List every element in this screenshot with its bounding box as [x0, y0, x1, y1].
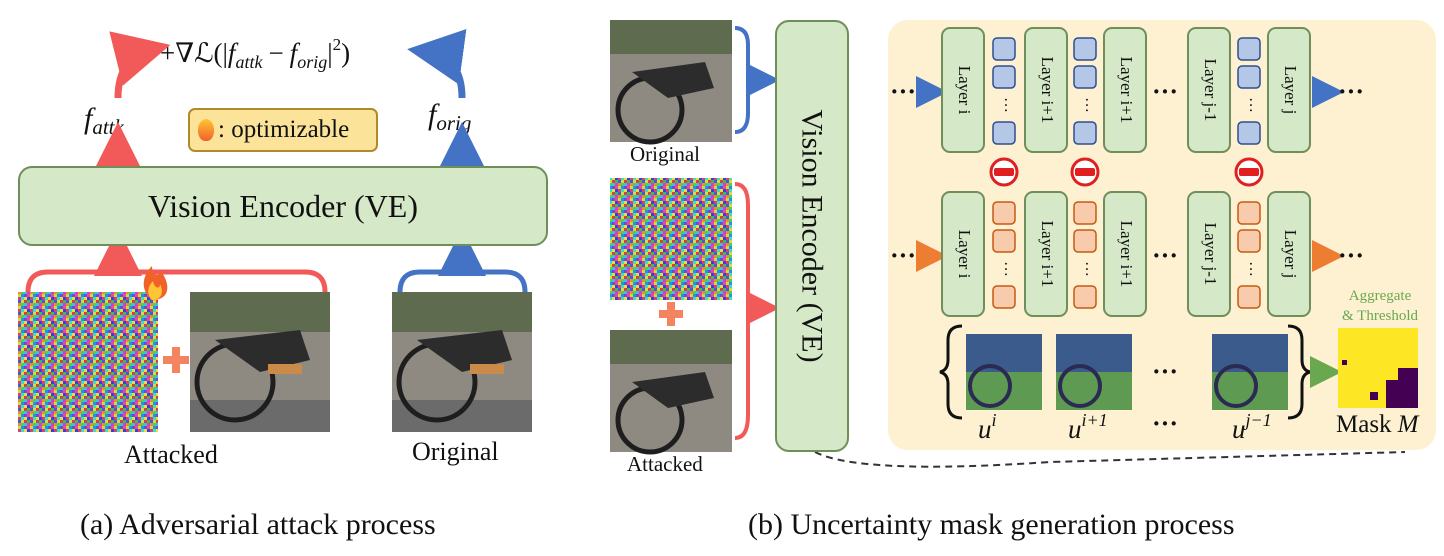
top-layer-label-4: Layer j-1 [1201, 59, 1220, 122]
bottom-layer-label-1: Layer i [955, 230, 974, 279]
layer-box [1103, 27, 1147, 153]
attacked-noise-image [18, 292, 158, 432]
minus-icon [1234, 157, 1264, 187]
f-orig-label: forig [428, 98, 471, 135]
vision-encoder-b: Vision Encoder (VE) [775, 20, 849, 452]
bottom-row-lead-dots: ··· [890, 241, 916, 270]
original-input-bracket [397, 269, 528, 293]
b-attacked-image [610, 330, 732, 455]
optimizable-legend: : optimizable [188, 108, 378, 152]
layer-box [1103, 191, 1147, 317]
u-labels-mid-dots: ··· [1152, 409, 1178, 438]
bottom-layer-label-6: Layer j [1281, 230, 1300, 279]
aggregate-label-2: & Threshold [1342, 308, 1418, 324]
bottom-layer-label-2: Layer i+1 [1038, 221, 1057, 288]
top-layer-label-1: Layer i [955, 66, 974, 115]
b-original-bracket [734, 26, 750, 134]
b-plus-icon [659, 302, 683, 326]
motorcycle-image-attacked [190, 292, 330, 432]
uncertainty-map-j1 [1212, 334, 1288, 410]
fire-icon [143, 266, 168, 300]
motorcycle-image-original [392, 292, 532, 432]
vision-encoder-a: Vision Encoder (VE) [18, 166, 548, 246]
bottom-layer-label-4: Layer j-1 [1201, 223, 1220, 286]
top-layer-label-6: Layer j [1281, 66, 1300, 115]
attacked-label-a: Attacked [124, 440, 218, 469]
uncertainty-map-i1 [1056, 334, 1132, 410]
layer-box [1267, 27, 1311, 153]
f-attk-label: fattk [84, 102, 125, 139]
attacked-input-bracket [25, 269, 328, 293]
minus-icon [989, 157, 1019, 187]
layer-box [1267, 191, 1311, 317]
top-layer-boxes [941, 27, 1311, 153]
caption-b: (b) Uncertainty mask generation process [748, 508, 1235, 541]
minus-icon [1070, 157, 1100, 187]
b-attacked-bracket [734, 182, 750, 440]
b-noise-image [610, 178, 732, 300]
u-label-i: ui [978, 410, 997, 444]
orig-to-loss-arrow [407, 29, 467, 99]
original-label-b: Original [630, 142, 700, 166]
b-original-image [610, 20, 732, 145]
mask-image [1338, 328, 1418, 408]
plus-icon [163, 347, 189, 373]
uncertainty-map-i [966, 334, 1042, 410]
bottom-layer-label-3: Layer i+1 [1117, 221, 1136, 288]
fire-legend-icon [198, 119, 214, 141]
top-row-lead-dots: ··· [890, 77, 916, 106]
token-vdots: ··· [996, 261, 1013, 277]
token-vdots: ··· [996, 97, 1013, 113]
aggregate-label-1: Aggregate [1349, 288, 1412, 304]
token-vdots: ··· [1241, 261, 1258, 277]
top-row-trail-dots: ··· [1338, 77, 1364, 106]
bottom-token-columns [992, 201, 1261, 309]
u-label-j1: uj−1 [1232, 410, 1272, 444]
original-label-a: Original [412, 437, 499, 466]
top-layer-label-3: Layer i+1 [1117, 57, 1136, 124]
left-curly-brace [939, 324, 963, 420]
token-vdots: ··· [1077, 261, 1094, 277]
u-label-i1: ui+1 [1068, 410, 1108, 444]
bottom-row-mid-dots: ··· [1152, 241, 1178, 270]
loss-formula: +∇ℒ(|fattk − forig|2) [160, 35, 350, 72]
layer-box [1024, 191, 1068, 317]
layer-box [941, 191, 985, 317]
token-vdots: ··· [1077, 97, 1094, 113]
caption-a: (a) Adversarial attack process [80, 508, 436, 541]
top-row-mid-dots: ··· [1152, 77, 1178, 106]
top-token-columns [992, 37, 1261, 145]
layer-box [1187, 27, 1231, 153]
layer-box [941, 27, 985, 153]
bottom-row-trail-dots: ··· [1338, 241, 1364, 270]
dashed-connector [814, 451, 1406, 468]
vision-encoder-a-label: Vision Encoder (VE) [148, 187, 418, 224]
top-layer-label-2: Layer i+1 [1038, 57, 1057, 124]
attk-to-loss-arrow [109, 31, 171, 99]
legend-text: : optimizable [218, 116, 350, 143]
bottom-layer-boxes [941, 191, 1311, 317]
layer-box [1024, 27, 1068, 153]
token-vdots: ··· [1241, 97, 1258, 113]
maps-mid-dots: ··· [1152, 357, 1178, 386]
mask-label: Mask M [1336, 411, 1420, 438]
layer-box [1187, 191, 1231, 317]
vision-encoder-b-label: Vision Encoder (VE) [796, 109, 829, 363]
attacked-label-b: Attacked [627, 452, 703, 476]
